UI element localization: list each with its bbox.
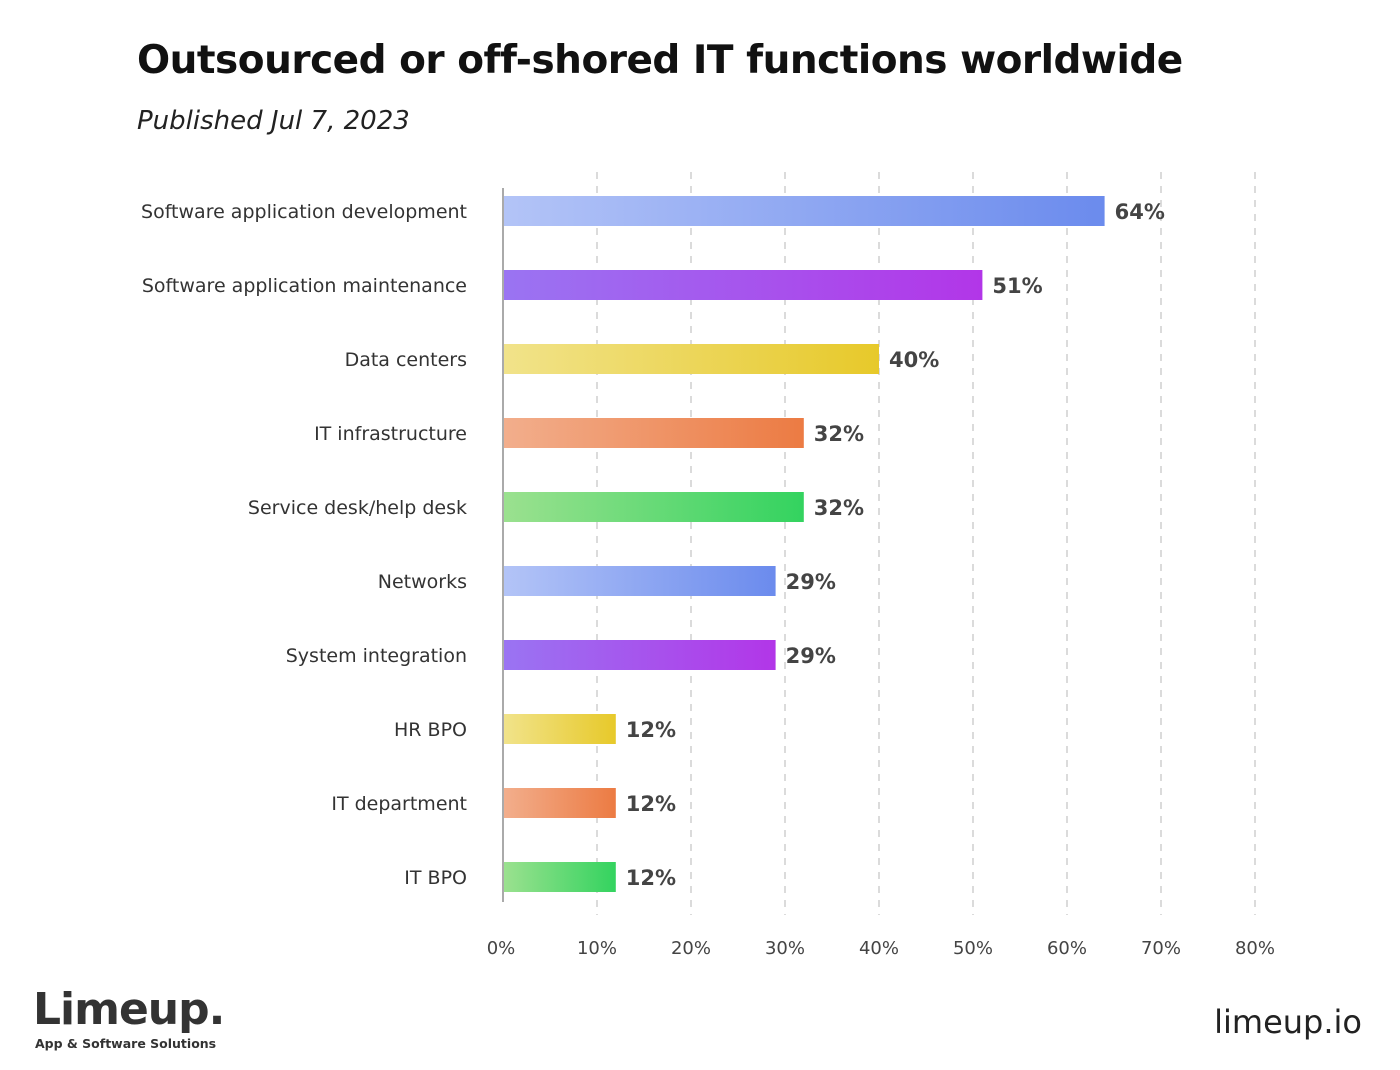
value-label: 40% bbox=[889, 348, 939, 372]
bar bbox=[504, 862, 616, 892]
x-tick-label: 80% bbox=[1235, 938, 1275, 959]
x-tick-label: 20% bbox=[671, 938, 711, 959]
brand-logo: Limeup. bbox=[33, 984, 225, 1035]
chart-title: Outsourced or off-shored IT functions wo… bbox=[137, 38, 1183, 83]
x-tick-label: 30% bbox=[765, 938, 805, 959]
bar bbox=[504, 640, 776, 670]
site-url: limeup.io bbox=[1214, 1003, 1362, 1041]
value-label: 12% bbox=[626, 718, 676, 742]
value-label: 32% bbox=[814, 422, 864, 446]
value-label: 64% bbox=[1115, 200, 1165, 224]
x-tick-label: 70% bbox=[1141, 938, 1181, 959]
x-tick-label: 0% bbox=[487, 938, 516, 959]
category-label: Software application maintenance bbox=[142, 275, 467, 297]
value-label: 51% bbox=[992, 274, 1042, 298]
category-label: IT infrastructure bbox=[314, 423, 467, 445]
category-label: IT BPO bbox=[404, 867, 467, 889]
chart-subtitle: Published Jul 7, 2023 bbox=[137, 106, 410, 136]
bar bbox=[504, 714, 616, 744]
value-label: 29% bbox=[786, 644, 836, 668]
value-label: 32% bbox=[814, 496, 864, 520]
bar bbox=[504, 566, 776, 596]
category-label: System integration bbox=[286, 645, 467, 667]
category-label: IT department bbox=[331, 793, 467, 815]
category-label: Software application development bbox=[141, 201, 467, 223]
category-label: Networks bbox=[378, 571, 467, 593]
category-label: HR BPO bbox=[394, 719, 467, 741]
x-tick-label: 10% bbox=[577, 938, 617, 959]
bar bbox=[504, 418, 804, 448]
category-label: Data centers bbox=[345, 349, 467, 371]
brand-tagline: App & Software Solutions bbox=[35, 1036, 217, 1051]
value-label: 12% bbox=[626, 792, 676, 816]
value-label: 12% bbox=[626, 866, 676, 890]
bar bbox=[504, 196, 1105, 226]
x-tick-label: 50% bbox=[953, 938, 993, 959]
x-tick-label: 60% bbox=[1047, 938, 1087, 959]
labels: 0% 10% 20% 30% 40% 50% 60% 70% 80% Software appli… bbox=[141, 200, 1275, 959]
bar bbox=[504, 270, 983, 300]
bar bbox=[504, 788, 616, 818]
bars bbox=[504, 196, 1105, 892]
bar bbox=[504, 492, 804, 522]
value-label: 29% bbox=[786, 570, 836, 594]
category-label: Service desk/help desk bbox=[248, 497, 467, 519]
bar bbox=[504, 344, 879, 374]
x-tick-label: 40% bbox=[859, 938, 899, 959]
